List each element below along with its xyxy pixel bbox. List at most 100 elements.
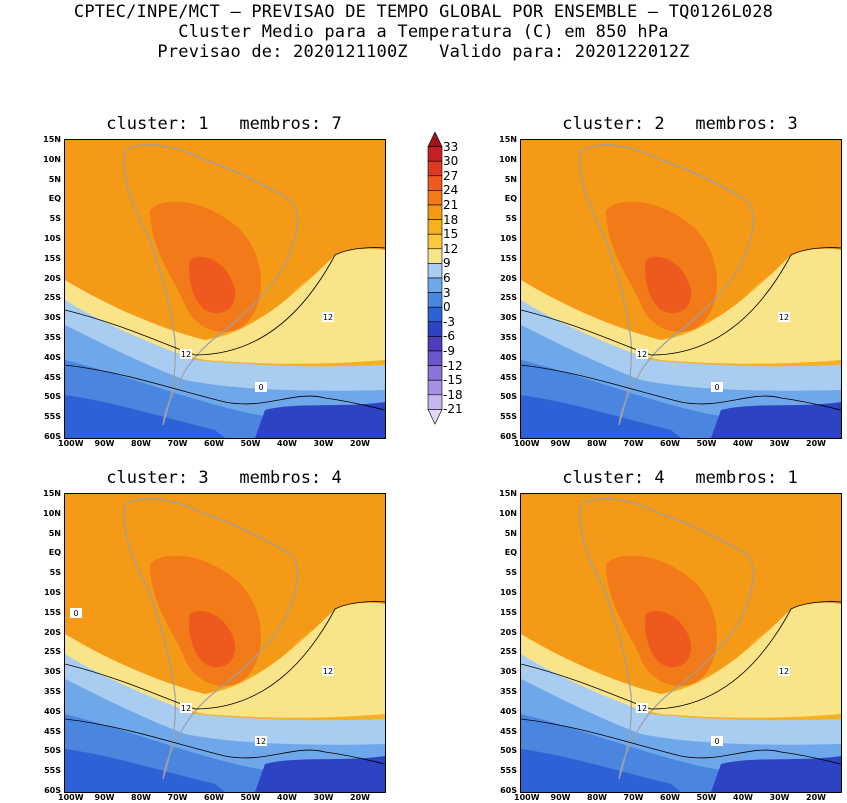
header-line-3: Previsao de: 2020121100Z Valido para: 20…: [157, 42, 690, 62]
contour-12: [65, 247, 385, 356]
contour-label-bg: [778, 312, 790, 322]
latitude-label: 15N: [499, 489, 517, 498]
colorbar-swatch: [427, 263, 443, 279]
longitude-label: 80W: [587, 439, 607, 448]
contour-0: [521, 718, 841, 765]
longitude-label: 60W: [660, 793, 680, 802]
contour-label-bg: [636, 703, 648, 713]
temperature-band: [521, 248, 841, 364]
coastline: [580, 498, 755, 780]
latitude-label: 60S: [500, 432, 517, 441]
latitude-label: 40S: [500, 706, 517, 716]
latitude-label: 15S: [500, 253, 517, 263]
contour-label-bg: [322, 312, 334, 322]
colorbar-level-label: 18: [443, 212, 459, 227]
contour-label-bg: [180, 703, 192, 713]
longitude-label: 90W: [550, 439, 571, 448]
latitude-label: 20S: [44, 273, 61, 283]
temperature-band: [65, 602, 385, 718]
latitude-label: 15S: [44, 253, 61, 263]
longitude-label: 20W: [806, 439, 826, 448]
temperature-band: [189, 256, 236, 314]
latitude-label: 10S: [500, 588, 517, 597]
colorbar-swatch: [427, 219, 443, 235]
contour-label: 12: [637, 350, 647, 359]
longitude-label: 40W: [733, 439, 753, 448]
colorbar-swatch: [427, 306, 443, 323]
colorbar-level-label: -3: [443, 314, 455, 329]
latitude-label: 25S: [500, 647, 517, 657]
latitude-label: 10N: [499, 154, 517, 164]
colorbar-level-label: -9: [443, 344, 455, 358]
temperature-map-1: 12 12 0: [65, 140, 385, 438]
contour-label: 12: [323, 313, 333, 322]
contour-label-bg: [255, 736, 267, 746]
contour-label-bg: [180, 349, 192, 359]
temperature-map-2: 12 12 0: [521, 140, 841, 438]
colorbar-swatch: [427, 233, 443, 250]
colorbar-scale: [427, 131, 443, 425]
latitude-label: 35S: [500, 333, 517, 342]
latitude-label: 50S: [500, 746, 517, 756]
coastline: [123, 503, 176, 780]
longitude-label: 60W: [204, 793, 224, 802]
colorbar-level-label: -21: [443, 402, 463, 417]
latitude-label: 45S: [44, 372, 61, 382]
colorbar: [425, 131, 485, 444]
longitude-label: 40W: [277, 793, 297, 802]
temperature-band: [65, 248, 385, 364]
latitude-label: 55S: [500, 412, 517, 422]
latitude-label: 50S: [44, 746, 61, 756]
latitude-label: 5N: [504, 528, 517, 538]
contour-0: [65, 718, 385, 765]
colorbar-swatch: [427, 350, 443, 366]
latitude-label: 10S: [44, 234, 61, 243]
panel-2-title: cluster: 2 membros: 3: [562, 114, 798, 134]
temperature-band: [189, 610, 236, 668]
contour-label: 0: [73, 609, 78, 618]
temperature-band: [65, 395, 225, 438]
colorbar-swatch: [427, 394, 443, 410]
colorbar-level-label: 6: [443, 271, 451, 285]
latitude-label: 55S: [44, 412, 61, 422]
latitude-label: 35S: [44, 687, 61, 696]
colorbar-swatch: [427, 321, 443, 337]
colorbar-level-label: 24: [443, 183, 459, 198]
longitude-label: 40W: [733, 793, 753, 802]
longitude-label: 30W: [769, 439, 790, 448]
longitude-label: 70W: [623, 793, 644, 802]
colorbar-level-label: -6: [443, 329, 455, 344]
colorbar-swatch: [427, 175, 443, 191]
latitude-label: 45S: [500, 372, 517, 382]
latitude-label: 5S: [505, 568, 517, 578]
colorbar-swatch: [427, 248, 443, 264]
temperature-band: [65, 749, 225, 792]
temperature-band: [645, 610, 692, 668]
longitude-label: 50W: [240, 439, 261, 448]
longitude-label: 30W: [313, 793, 334, 802]
longitude-label: 90W: [550, 793, 571, 802]
latitude-label: EQ: [504, 194, 517, 204]
contour-label-bg: [711, 736, 723, 746]
colorbar-level-label: 3: [443, 285, 451, 300]
longitude-label: 70W: [167, 793, 188, 802]
latitude-label: 40S: [44, 706, 61, 716]
contour-label-bg: [636, 349, 648, 359]
temperature-band: [521, 395, 681, 438]
colorbar-swatch: [427, 160, 443, 177]
temperature-band: [521, 749, 681, 792]
coastline: [579, 503, 632, 780]
map-panel-4: 12 12 0: [520, 493, 842, 793]
colorbar-swatch: [427, 336, 443, 352]
colorbar-level-label: 0: [443, 300, 451, 315]
colorbar-level-label: 21: [443, 198, 459, 212]
contour-label-bg: [70, 608, 82, 618]
contour-label-bg: [711, 382, 723, 392]
colorbar-swatch: [427, 190, 443, 206]
longitude-label: 90W: [94, 439, 115, 448]
temperature-band: [255, 402, 385, 438]
latitude-label: 5S: [49, 568, 61, 578]
latitude-label: 15N: [43, 489, 61, 498]
contour-12: [521, 247, 841, 356]
contour-label: 12: [256, 737, 266, 746]
